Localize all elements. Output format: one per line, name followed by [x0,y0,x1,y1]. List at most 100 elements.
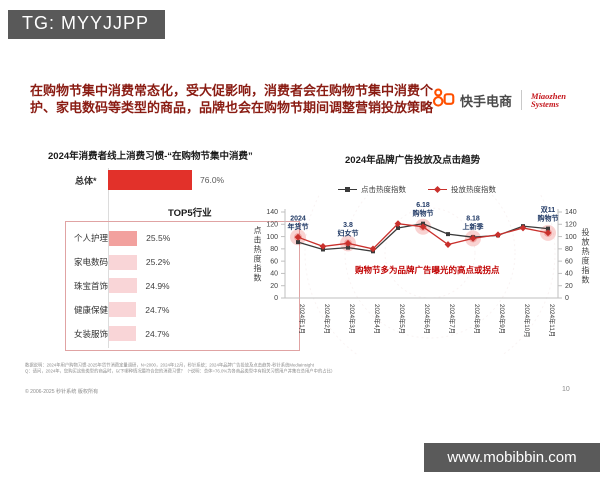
brand-logos: 快手电商 Miaozhen Systems [432,86,566,114]
festival-annotation: 3.8 [343,222,353,229]
festival-annotation: 6.18 [416,202,430,209]
y-tick-label-right: 20 [565,283,573,290]
legend-label-clicks: 点击热度指数 [361,185,406,194]
miaozhen-line2: Systems [531,99,559,109]
legend-item-clicks: 点击热度指数 [338,184,406,195]
brand-divider [521,90,523,110]
x-tick-label: 2024年9月 [498,304,507,334]
y-tick-label-left: 140 [266,209,278,216]
miaozhen-line1: Miaozhen [531,90,566,101]
bar-value: 24.7% [145,304,170,315]
y-tick-label-right: 120 [565,221,577,228]
top5-group-label: TOP5行业 [168,208,212,219]
site-watermark-badge: www.mobibbin.com [424,443,600,472]
slide-headline: 在购物节集中消费常态化，受大促影响，消费者会在购物节集中消费个护、家电数码等类型… [30,83,434,115]
festival-annotation: 上新季 [463,222,485,231]
chart-insight-note: 购物节多为品牌广告曝光的高点或拐点 [354,265,500,275]
y-tick-label-right: 60 [565,258,573,265]
y-tick-label-left: 20 [270,283,278,290]
y-tick-label-right: 40 [565,271,573,278]
y-tick-label-right: 140 [565,209,577,216]
tg-watermark-badge: TG: MYYJJPP [8,10,166,39]
data-point [419,223,427,231]
total-bar-label: 总体* [75,175,97,186]
data-point [546,226,550,231]
data-point [319,243,327,250]
legend-label-impressions: 投放热度指数 [451,185,496,194]
festival-annotation: 双11 [541,206,556,214]
data-point [446,232,450,237]
festival-annotation: 2024 [290,216,306,223]
page-number: 10 [562,386,570,393]
bar-value: 25.5% [146,233,171,244]
bar-row: 珠宝首饰 24.9% [66,278,299,294]
bar-row: 女装服饰 24.7% [66,326,299,342]
legend-line-impressions2 [440,188,447,191]
data-point [344,239,352,247]
data-point [346,245,350,250]
festival-annotation: 购物节 [413,209,434,218]
x-tick-label: 2024年2月 [323,304,332,334]
data-point [294,233,302,241]
trend-legend: 点击热度指数 投放热度指数 [338,184,496,195]
miaozhen-logo-text: Miaozhen Systems [531,90,566,109]
total-bar [108,170,192,190]
legend-item-impressions: 投放热度指数 [428,184,496,195]
trend-plot: 0 0 20 20 40 40 60 60 80 80 100 100 120 120 140 140 2024… [266,195,577,355]
note-line2: Q：请问，2024年，您购买这些类型的商品时，以下哪种情况最符合您的消费习惯？（… [25,369,336,374]
total-bar-row: 总体* 76.0% [75,170,224,190]
data-point [396,225,400,230]
trend-chart-title: 2024年品牌广告投放及点击趋势 [345,155,481,166]
festival-annotation: 妇女节 [337,228,359,237]
bar-chart-title: 2024年消费者线上消费习惯-“在购物节集中消费” [48,151,253,162]
legend-line-clicks2 [350,188,357,191]
bar-row: 个人护理 25.5% [66,230,299,246]
x-tick-label: 2024年11月 [548,304,557,337]
legend-square-marker-icon [345,187,350,192]
data-point [369,245,377,253]
background-watermark [304,195,556,355]
festival-annotation: 购物节 [538,214,559,223]
bar [109,230,138,246]
y-tick-label-right: 0 [565,295,569,302]
copyright-text: © 2006-2025 秒针系统 版权所有 [25,389,99,395]
kuaishou-logo-icon [432,86,455,114]
bar-value: 24.7% [145,328,170,339]
y-tick-label-left: 120 [266,221,278,228]
bar-label: 女装服饰 [74,328,109,339]
y-tick-label-left: 80 [270,246,278,253]
data-point [296,240,300,245]
kuaishou-logo-text: 快手电商 [460,93,513,109]
x-tick-label: 2024年6月 [423,304,432,334]
data-point [469,235,477,242]
x-tick-label: 2024年7月 [448,304,457,334]
y-axis-title-left: 点击热度指数 [253,226,262,283]
bar-row: 健康保健 24.7% [66,302,299,318]
background-watermark [344,195,516,339]
y-tick-label-left: 60 [270,258,278,265]
x-tick-label: 2024年8月 [473,304,482,334]
x-tick-label: 2024年1月 [298,304,307,334]
data-point [394,220,402,228]
y-axis-title-right: 投放热度指数 [581,228,590,285]
bar-value: 24.9% [145,280,170,291]
x-tick-label: 2024年4月 [373,304,382,334]
bar [109,302,137,318]
bar-value: 25.2% [145,257,170,268]
data-point [494,231,502,239]
data-source-notes: 数据说明：2024年用户购物习惯-2025年货节消费定量调研，N=2000，20… [25,363,414,375]
bar-label: 个人护理 [74,233,109,244]
x-tick-label: 2024年10月 [523,304,532,338]
legend-line-impressions [428,188,435,191]
data-point [519,224,527,232]
x-tick-label: 2024年5月 [398,304,407,334]
bar-row: 家电数码 25.2% [66,254,299,270]
bar-chart-axis-line [108,168,109,348]
bar [109,254,137,270]
bar-label: 珠宝首饰 [74,280,109,291]
festival-annotation: 年货节 [288,222,309,231]
festival-annotation: 8.18 [466,216,480,223]
bar-label: 家电数码 [74,257,109,268]
y-tick-label-left: 40 [270,271,278,278]
legend-diamond-marker-icon [433,185,442,194]
